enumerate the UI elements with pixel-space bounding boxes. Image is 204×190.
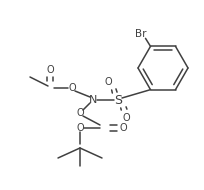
Text: O: O [76, 123, 84, 133]
Text: O: O [119, 123, 127, 133]
Text: O: O [122, 113, 130, 123]
Text: N: N [89, 95, 97, 105]
Text: S: S [114, 93, 122, 107]
Text: Br: Br [135, 29, 146, 39]
Text: O: O [104, 77, 112, 87]
Text: O: O [76, 108, 84, 118]
Text: O: O [68, 83, 76, 93]
Text: O: O [46, 65, 54, 75]
